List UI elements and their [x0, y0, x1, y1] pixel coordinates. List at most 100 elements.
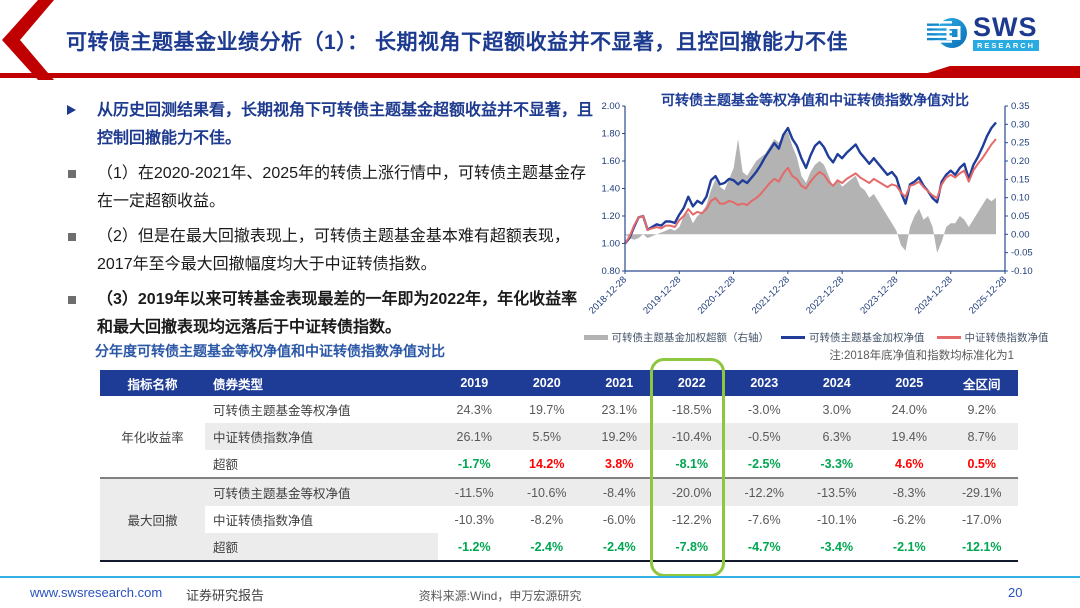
- value-cell: -12.2%: [728, 477, 801, 506]
- value-cell: -2.1%: [873, 533, 946, 561]
- chart-legend: 可转债主题基金加权超额（右轴） 可转债主题基金加权净值 中证转债指数净值: [583, 330, 1049, 345]
- excess-area-series: [625, 131, 996, 253]
- value-cell: -10.1%: [816, 512, 857, 527]
- value-cell: 9.2%: [967, 402, 997, 417]
- value-cell: -10.4%: [671, 429, 712, 444]
- value-cell: 6.3%: [822, 429, 852, 444]
- value-cell: 19.4%: [891, 429, 927, 444]
- value-cell: -10.6%: [510, 477, 583, 506]
- bullet-item-text: （2）但是在最大回撤表现上，可转债主题基金基本难有超额表现，2017年至今最大回…: [97, 228, 570, 273]
- x-tick-label: 2025-12-28: [967, 274, 1009, 316]
- bullet-item-3: （3）2019年以来可转基金表现最差的一年即为2022年，年化收益率和最大回撤表…: [65, 286, 593, 342]
- value-cell: -8.2%: [530, 512, 564, 527]
- bond-type-cell: 可转债主题基金等权净值: [213, 404, 351, 418]
- footer-source: 资料来源:Wind，申万宏源研究: [418, 589, 582, 603]
- sws-globe-icon: [927, 18, 967, 48]
- right-tick-label: 0.05: [1011, 211, 1030, 222]
- legend-item: 可转债主题基金加权净值: [781, 330, 925, 345]
- page-title: 可转债主题基金业绩分析（1）： 长期视角下超额收益并不显著，且控回撤能力不佳: [66, 31, 849, 54]
- bond-type-cell: 中证转债指数净值: [213, 431, 314, 445]
- square-bullet-icon: [68, 296, 76, 304]
- bullet-item-2: （2）但是在最大回撤表现上，可转债主题基金基本难有超额表现，2017年至今最大回…: [65, 223, 593, 279]
- left-tick-label: 1.60: [602, 156, 621, 167]
- bullet-item-text: （3）2019年以来可转基金表现最差的一年即为2022年，年化收益率和最大回撤表…: [97, 291, 578, 336]
- value-cell: -4.7%: [728, 533, 801, 561]
- value-cell: -3.4%: [800, 533, 873, 561]
- value-cell: -8.4%: [583, 477, 656, 506]
- column-header-2025: 2025: [873, 370, 946, 396]
- x-tick-label: 2018-12-28: [588, 274, 629, 316]
- bullet-lead: 从历史回测结果看，长期视角下可转债主题基金超额收益并不显著，且控制回撤能力不佳。: [65, 97, 593, 153]
- value-cell: -1.2%: [438, 533, 511, 561]
- right-tick-label: 0.20: [1011, 156, 1030, 167]
- highlight-2022-box: [650, 358, 725, 577]
- right-tick-label: -0.05: [1011, 248, 1033, 259]
- value-cell: -7.6%: [747, 512, 781, 527]
- value-cell: 4.6%: [895, 456, 924, 471]
- value-cell: 3.0%: [822, 402, 852, 417]
- bond-type-cell: 超额: [213, 541, 239, 555]
- value-cell: -6.2%: [892, 512, 926, 527]
- sws-research-tag: RESEARCH: [973, 40, 1040, 51]
- legend-label: 中证转债指数净值: [964, 332, 1049, 344]
- header-red-rule: [0, 73, 1080, 78]
- legend-item: 可转债主题基金加权超额（右轴）: [583, 330, 770, 345]
- left-tick-label: 0.80: [602, 266, 621, 277]
- value-cell: 23.1%: [601, 402, 637, 417]
- column-header-2019: 2019: [438, 370, 511, 396]
- legend-label: 可转债主题基金加权超额（右轴）: [611, 332, 770, 344]
- header-red-wedge: [912, 66, 1080, 78]
- x-tick-label: 2022-12-28: [804, 274, 846, 316]
- right-tick-label: 0.25: [1011, 138, 1030, 149]
- metric-group-cell: 年化收益率: [121, 431, 184, 445]
- footer-divider: [0, 576, 1080, 578]
- value-cell: -3.3%: [820, 456, 854, 471]
- x-tick-label: 2023-12-28: [858, 274, 900, 316]
- page-number: 20: [1008, 585, 1023, 600]
- value-cell: 19.7%: [529, 402, 565, 417]
- value-cell: -20.0%: [655, 477, 728, 506]
- bond-type-cell: 可转债主题基金等权净值: [205, 477, 438, 506]
- bullet-item-1: （1）在2020-2021年、2025年的转债上涨行情中，可转债主题基金存在一定…: [65, 160, 593, 216]
- sws-logo: SWS RESEARCH: [926, 14, 1040, 52]
- index-nav-line-series: [624, 138, 997, 245]
- chart-title: 可转债主题基金等权净值和中证转债指数净值对比: [661, 92, 969, 108]
- left-tick-label: 1.00: [602, 239, 621, 250]
- square-bullet-icon: [68, 233, 76, 241]
- value-cell: 3.8%: [605, 456, 634, 471]
- x-tick-label: 2024-12-28: [913, 274, 955, 316]
- value-cell: -6.0%: [602, 512, 636, 527]
- bullet-list: 从历史回测结果看，长期视角下可转债主题基金超额收益并不显著，且控制回撤能力不佳。…: [65, 97, 593, 349]
- value-cell: -12.2%: [671, 512, 712, 527]
- value-cell: -18.5%: [671, 402, 712, 417]
- footer-url[interactable]: www.swsresearch.com: [30, 585, 163, 600]
- left-tick-label: 2.00: [602, 101, 621, 112]
- x-tick-label: 2019-12-28: [641, 274, 683, 316]
- table-row: 中证转债指数净值 26.1% 5.5% 19.2% -10.4% -0.5% 6.3% 19.…: [100, 423, 1018, 450]
- x-tick-label: 2020-12-28: [696, 274, 738, 316]
- right-tick-label: 0.10: [1011, 193, 1030, 204]
- table-header: 指标名称 债券类型 2019 2020 2021 2022 2023 2024 2025 全区间: [100, 370, 1018, 396]
- value-cell: 24.0%: [891, 402, 927, 417]
- legend-swatch-icon: [583, 335, 608, 340]
- nav-comparison-chart: 2.00 1.80 1.60 1.40 1.20 1.00 0.80 0.35 0.30 0.25…: [588, 101, 1033, 316]
- table-row: 年化收益率 可转债主题基金等权净值 24.3% 19.7% 23.1% -18.5% -3.…: [100, 396, 1018, 446]
- bullet-item-text: （1）在2020-2021年、2025年的转债上涨行情中，可转债主题基金存在一定…: [97, 165, 587, 210]
- fund-nav-line-series: [624, 121, 997, 245]
- column-header-2020: 2020: [510, 370, 583, 396]
- x-tick-label: 2021-12-28: [750, 274, 792, 316]
- square-bullet-icon: [68, 170, 76, 178]
- table-caption: 分年度可转债主题基金等权净值和中证转债指数净值对比: [95, 343, 445, 359]
- value-cell: -17.0%: [961, 512, 1002, 527]
- header-decoration: [0, 0, 1080, 80]
- legend-swatch-icon: [781, 336, 805, 339]
- value-cell: -3.0%: [747, 402, 781, 417]
- value-cell: 19.2%: [601, 429, 637, 444]
- value-cell: 24.3%: [456, 402, 492, 417]
- column-header-2024: 2024: [800, 370, 873, 396]
- legend-label: 可转债主题基金加权净值: [809, 332, 925, 344]
- right-tick-label: 0.35: [1011, 101, 1030, 112]
- value-cell: -2.4%: [510, 533, 583, 561]
- column-header-name: 指标名称: [100, 370, 205, 396]
